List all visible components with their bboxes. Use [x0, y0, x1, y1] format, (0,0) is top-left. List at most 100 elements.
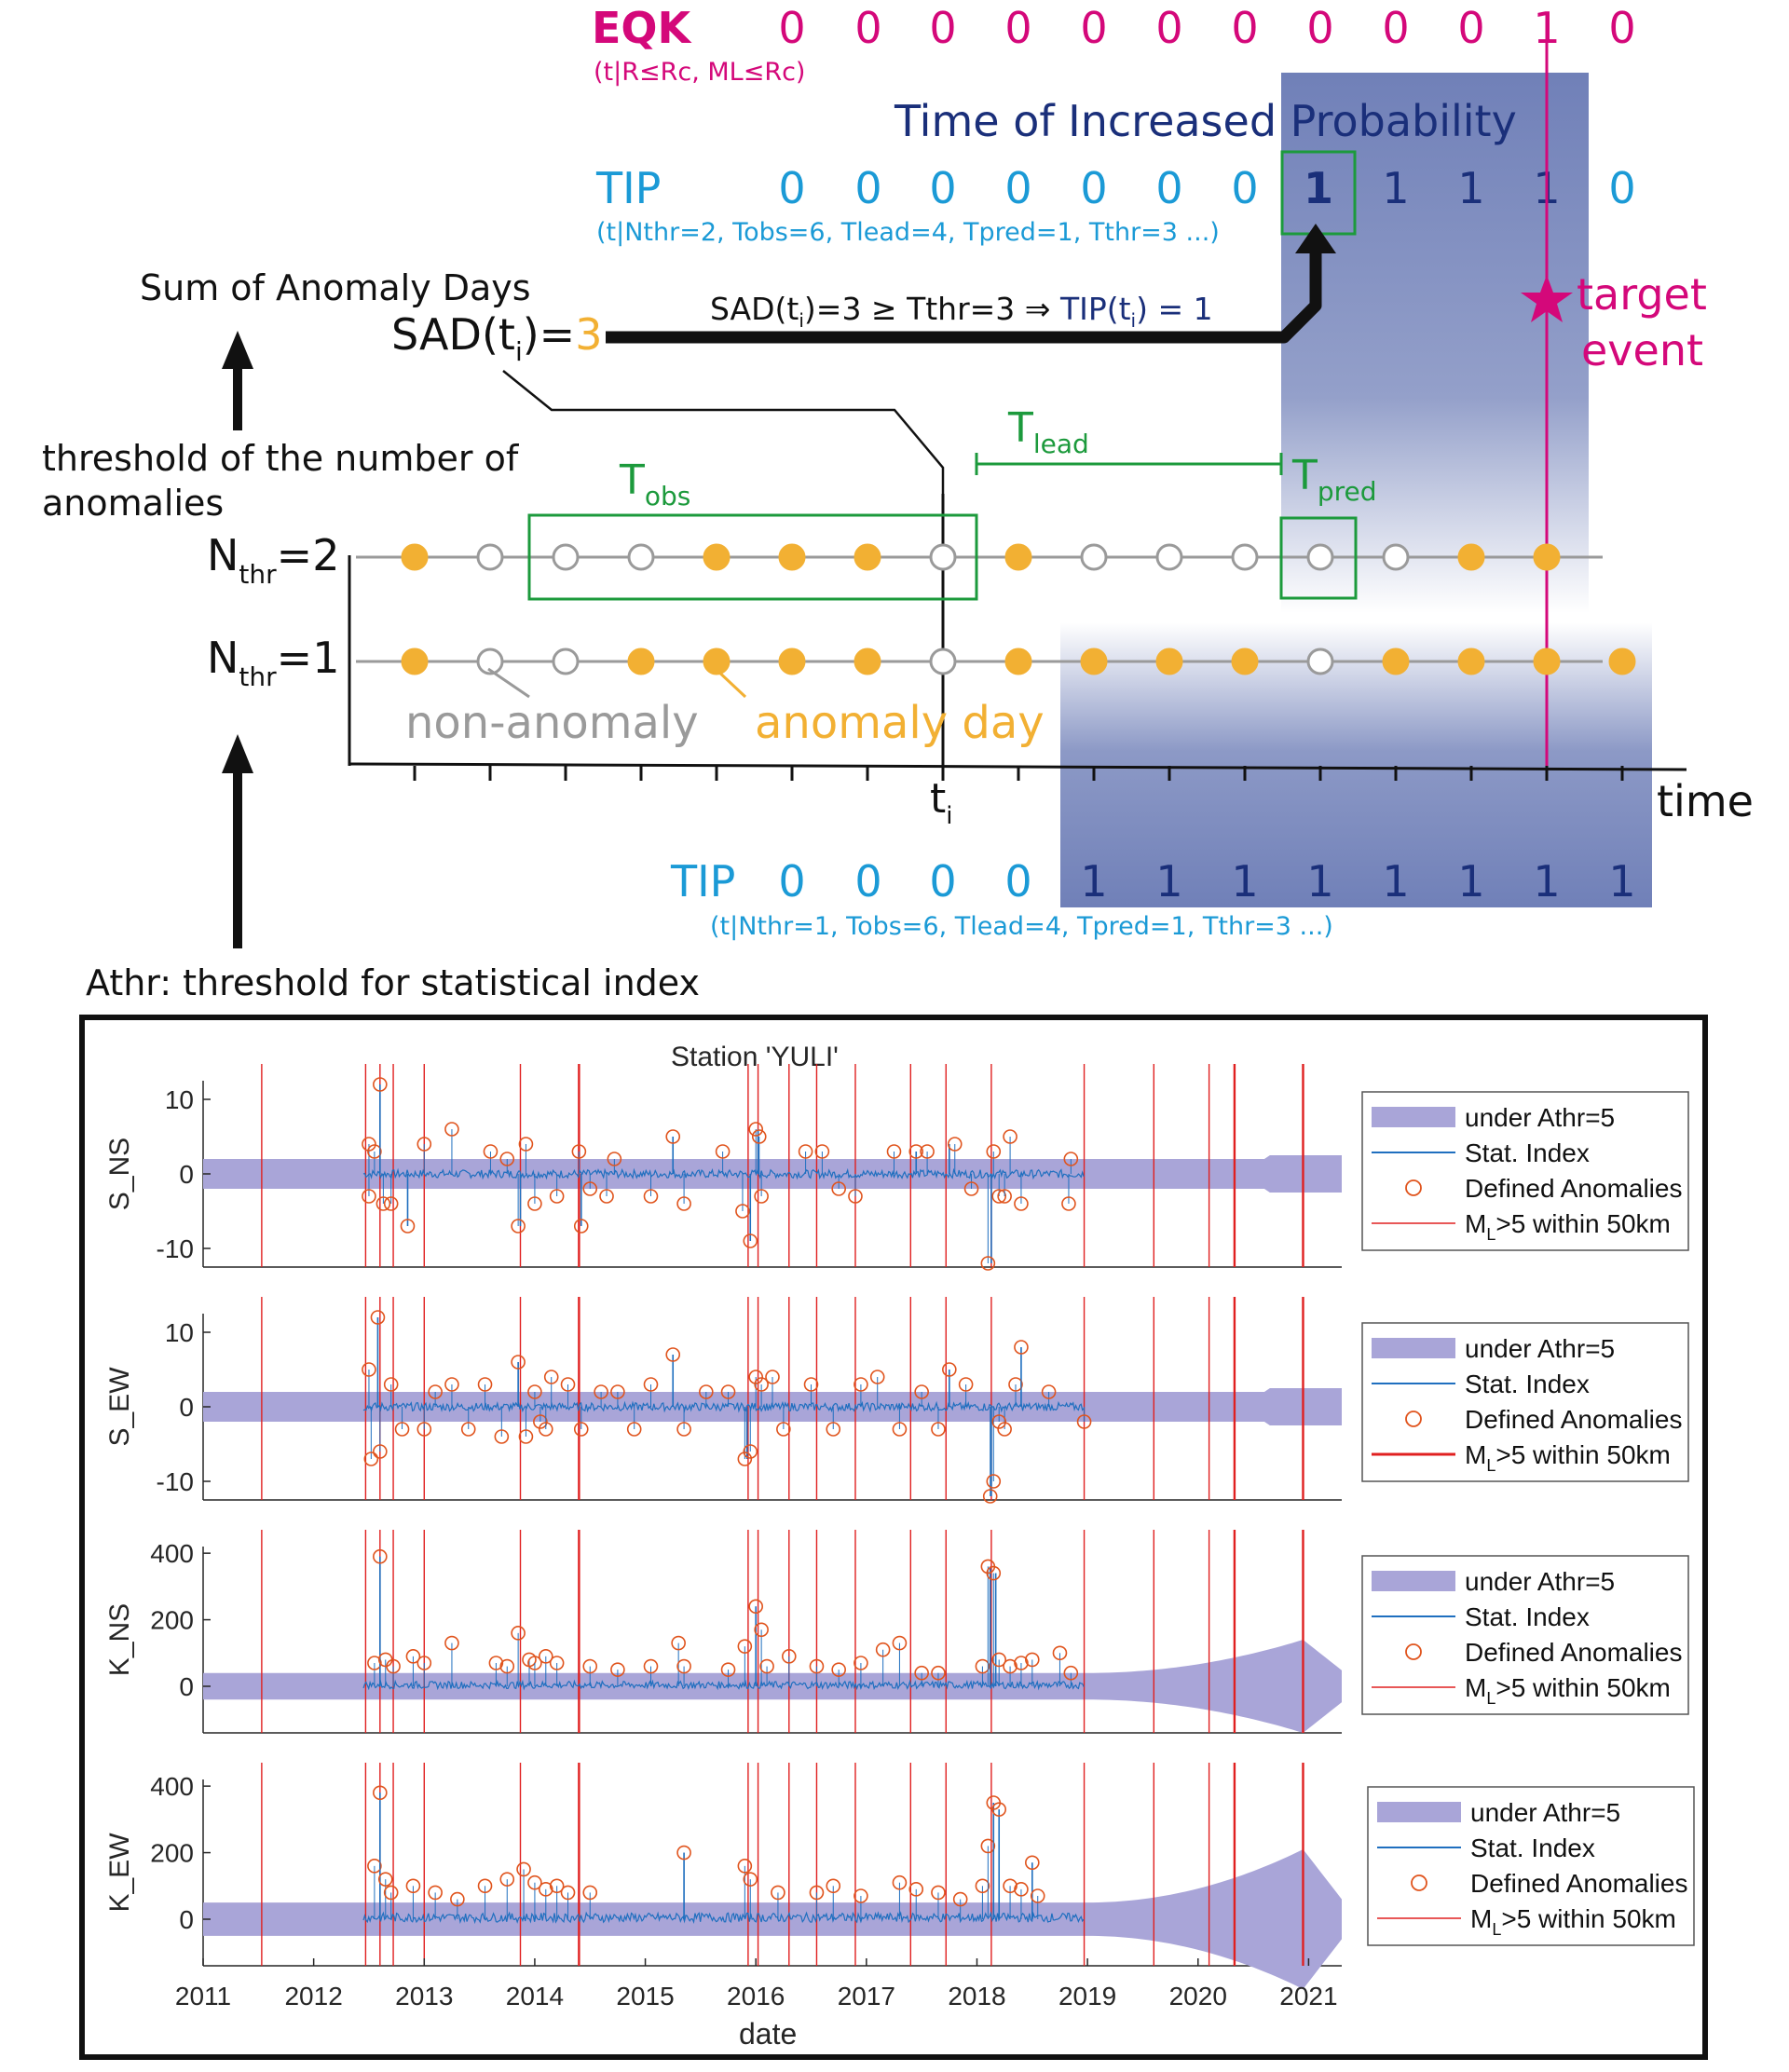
defined-anomaly-marker	[908, 1144, 924, 1159]
non-anomaly-pointer	[487, 667, 530, 699]
y-tick-label: 0	[179, 1905, 194, 1934]
defined-anomaly-marker	[494, 1429, 510, 1444]
defined-anomaly-marker	[626, 1422, 642, 1437]
legend-band-label: under Athr=5	[1465, 1103, 1615, 1132]
defined-anomaly-marker	[643, 1189, 659, 1204]
defined-anomaly-marker	[643, 1658, 659, 1674]
nthr2-label: Nthr=2	[207, 530, 339, 590]
defined-anomaly-marker	[367, 1144, 382, 1159]
defined-anomaly-marker	[809, 1885, 825, 1901]
defined-anomaly-marker	[997, 1422, 1012, 1437]
y-tick-label: 400	[150, 1772, 194, 1801]
defined-anomaly-marker	[383, 1885, 399, 1901]
defined-anomaly-marker	[363, 1452, 379, 1466]
tlead-label: Tlead	[1007, 404, 1089, 459]
defined-anomaly-marker	[527, 1874, 542, 1890]
panel-ylabel: S_EW	[104, 1367, 135, 1447]
sad-connector	[502, 370, 945, 496]
tip1-value: 1	[1306, 856, 1333, 906]
defined-anomaly-marker	[450, 1891, 465, 1907]
tip1-value: 1	[1457, 856, 1484, 906]
defined-anomaly-marker	[444, 1377, 459, 1392]
defined-anomaly-marker	[1076, 1414, 1092, 1429]
non-anomaly-label: non-anomaly	[405, 697, 699, 749]
x-tick-label: 2018	[948, 1982, 1005, 2011]
defined-anomaly-marker	[720, 1384, 736, 1399]
y-tick-label: 400	[150, 1539, 194, 1568]
tobs-label: Tobs	[619, 457, 690, 511]
eqk-value: 0	[929, 3, 956, 53]
stat-index-series	[362, 1679, 1085, 1691]
defined-anomaly-marker	[362, 1189, 376, 1204]
defined-anomaly-marker	[931, 1665, 946, 1681]
tip2-value: 0	[854, 163, 881, 213]
defined-anomaly-marker	[991, 1652, 1007, 1668]
tip2-label: TIP	[595, 163, 661, 213]
defined-anomaly-marker	[814, 1144, 830, 1159]
defined-anomaly-marker	[737, 1859, 753, 1874]
tip2-value: 0	[1080, 163, 1107, 213]
sum-anomaly-days-label: Sum of Anomaly Days	[140, 267, 531, 308]
legend-box: under Athr=5 Stat. Index Defined Anomalies…	[1361, 1555, 1689, 1715]
defined-anomaly-marker	[373, 1785, 388, 1801]
defined-anomaly-marker	[991, 1414, 1007, 1429]
defined-anomaly-marker	[373, 1444, 388, 1459]
defined-anomaly-marker	[599, 1189, 614, 1204]
non-anomaly-dot	[476, 543, 504, 571]
anomaly-day-dot	[1457, 648, 1485, 675]
defined-anomaly-marker	[665, 1129, 681, 1144]
defined-anomaly-marker	[573, 1219, 589, 1234]
defined-anomaly-marker	[942, 1362, 957, 1377]
anomaly-day-dot	[1382, 648, 1410, 675]
defined-anomaly-marker	[1061, 1196, 1076, 1211]
y-tick-label: 0	[179, 1672, 194, 1701]
defined-anomaly-marker	[483, 1144, 498, 1159]
legend-anomaly-label: Defined Anomalies	[1465, 1174, 1682, 1203]
defined-anomaly-marker	[488, 1656, 504, 1670]
legend-eq-label: ML>5 within 50km	[1465, 1673, 1671, 1708]
legend-band-label: under Athr=5	[1465, 1567, 1615, 1596]
defined-anomaly-marker	[549, 1656, 565, 1670]
row-nthr2-dots	[401, 543, 1561, 571]
defined-anomaly-marker	[798, 1144, 813, 1159]
tip-region-nthr1	[1060, 622, 1652, 907]
legend-band-label: under Athr=5	[1465, 1334, 1615, 1363]
defined-anomaly-marker	[914, 1384, 929, 1399]
y-tick-label: 10	[165, 1085, 194, 1114]
panel-ylabel: K_EW	[104, 1833, 135, 1913]
defined-anomaly-marker	[908, 1882, 924, 1897]
anomaly-day-dot	[1231, 648, 1259, 675]
defined-anomaly-marker	[986, 1474, 1002, 1489]
defined-anomaly-marker	[549, 1878, 565, 1894]
x-tick-label: 2016	[727, 1982, 785, 2011]
legend-eq-label: ML>5 within 50km	[1465, 1209, 1671, 1244]
defined-anomaly-marker	[499, 1152, 515, 1166]
defined-anomaly-marker	[538, 1882, 553, 1897]
defined-anomaly-marker	[405, 1649, 421, 1664]
defined-anomaly-marker	[383, 1196, 399, 1211]
threshold-label-1: threshold of the number of	[42, 438, 520, 479]
anomaly-day-dot	[778, 543, 806, 571]
anomaly-day-dot	[703, 648, 731, 675]
defined-anomaly-marker	[376, 1196, 391, 1211]
defined-anomaly-marker	[986, 1144, 1002, 1159]
athr-band	[203, 1849, 1342, 1989]
tip1-value: 0	[854, 856, 881, 906]
defined-anomaly-marker	[803, 1377, 819, 1392]
tip1-value: 0	[778, 856, 805, 906]
panel-s-ns: 10 0 -10 S_NS under Athr=5 Stat. Index Defined…	[104, 1064, 1689, 1271]
time-label: time	[1657, 776, 1754, 826]
x-tick-label: 2021	[1279, 1982, 1337, 2011]
defined-anomaly-marker	[991, 1189, 1007, 1204]
legend-series-label: Stat. Index	[1465, 1602, 1590, 1631]
defined-anomaly-marker	[737, 1452, 753, 1466]
defined-anomaly-marker	[383, 1377, 399, 1392]
nthr1-label: Nthr=1	[207, 633, 339, 692]
up-arrow-2-head	[222, 734, 253, 773]
tip1-value: 1	[1155, 856, 1182, 906]
defined-anomaly-marker	[362, 1362, 376, 1377]
anomaly-day-dot	[401, 648, 429, 675]
x-tick-label: 2013	[395, 1982, 453, 2011]
defined-anomaly-marker	[367, 1656, 382, 1670]
